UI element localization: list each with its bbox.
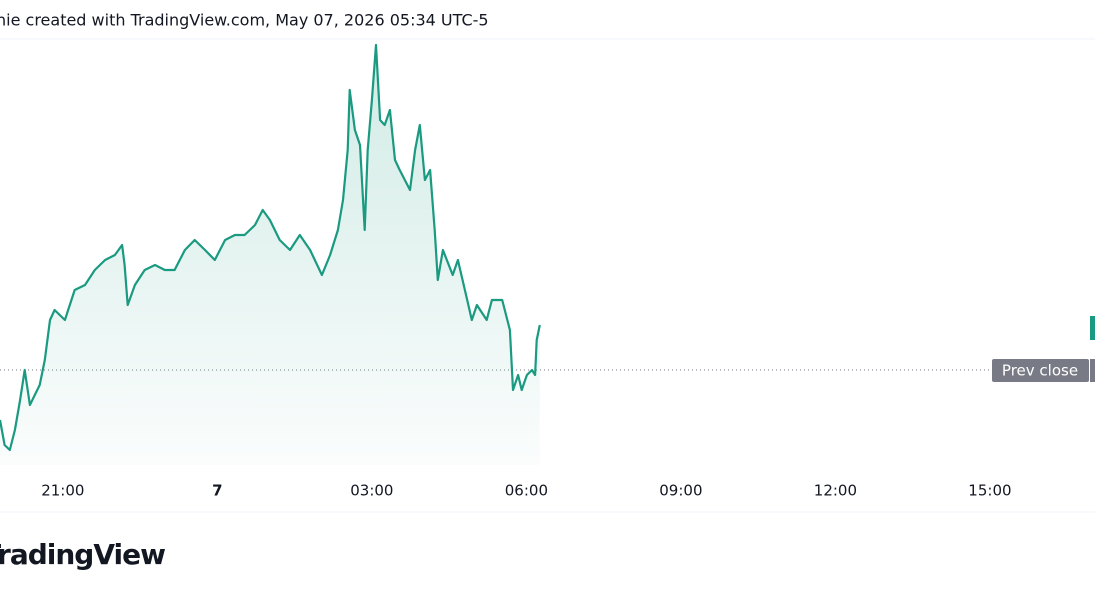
prev-close-label: Prev close	[1002, 362, 1078, 380]
x-tick-label: 09:00	[659, 482, 702, 500]
caption: nie created with TradingView.com, May 07…	[0, 11, 489, 30]
price-marker	[1090, 316, 1095, 340]
x-tick-label: 7	[212, 482, 222, 500]
x-tick-label: 06:00	[505, 482, 548, 500]
x-tick-label: 15:00	[968, 482, 1011, 500]
x-tick-label: 12:00	[814, 482, 857, 500]
price-line	[0, 43, 541, 452]
x-tick-label: 21:00	[41, 482, 84, 500]
logo: TradingView	[0, 538, 165, 571]
area-fill	[0, 45, 540, 465]
prev-close-badge	[992, 359, 1089, 382]
plot: 21:00 7 03:00 06:00 09:00 12:00 15:00 Prev clos…	[0, 43, 1090, 500]
x-tick-label: 03:00	[350, 482, 393, 500]
price-scale-tag	[1090, 359, 1095, 382]
